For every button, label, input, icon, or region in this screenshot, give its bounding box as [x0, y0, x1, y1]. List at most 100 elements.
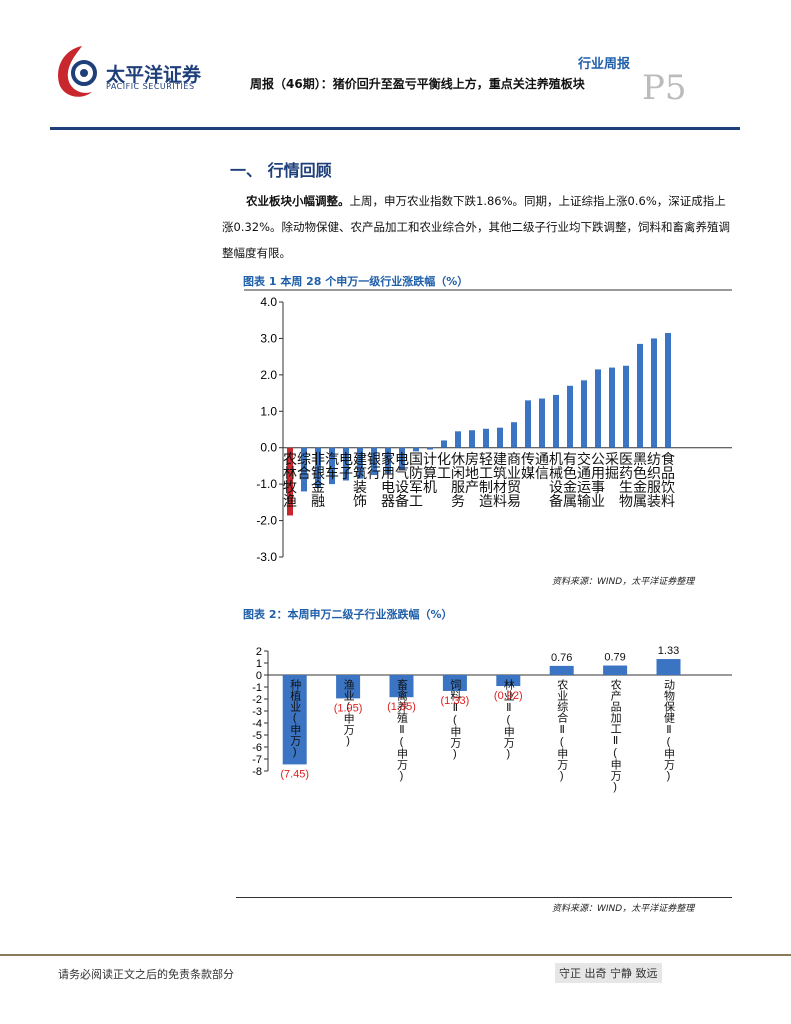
y-tick-label: 0: [256, 670, 262, 682]
bar: [455, 431, 461, 448]
brand-en: PACIFIC SECURITIES: [106, 82, 195, 91]
bar: [385, 447, 391, 474]
figure-caption: 图表 1 本周 28 个申万一级行业涨跌幅（%）: [243, 275, 469, 288]
y-tick-label: -1.0: [256, 477, 277, 491]
bar: [413, 447, 419, 452]
y-tick-label: -4: [252, 718, 262, 730]
bar: [553, 394, 559, 448]
logo: [58, 46, 97, 97]
bar: [567, 385, 573, 448]
x-tick-label: 畜禽养殖Ⅱ(申万): [396, 678, 409, 782]
x-tick-label: 医药生物: [618, 452, 634, 509]
bar: [441, 440, 447, 448]
y-tick-label: -7: [252, 754, 262, 766]
bar: [637, 343, 643, 448]
value-label: (7.45): [280, 768, 309, 780]
bar: [496, 675, 521, 687]
x-tick-label: 房地产: [464, 452, 480, 495]
page-number: P5: [642, 68, 687, 108]
y-tick-label: -2: [252, 694, 262, 706]
bar: [603, 665, 628, 675]
y-tick-label: 0.0: [260, 441, 277, 455]
source-rule: [236, 897, 732, 898]
x-tick-label: 通信: [534, 452, 550, 480]
footer-rule: [0, 954, 791, 956]
x-tick-label: 有色金属: [562, 452, 578, 508]
y-tick-label: 3.0: [260, 331, 277, 345]
bar: [539, 398, 545, 448]
report-title: 周报（46期）：猪价回升至盈亏平衡线上方，重点关注养殖板块: [250, 77, 585, 91]
x-tick-label: 渔业(申万): [342, 679, 355, 747]
bar: [287, 447, 293, 516]
x-tick-label: 公用事业: [590, 452, 606, 508]
x-tick-label: 汽车: [324, 452, 340, 480]
x-tick-label: 林业Ⅱ(申万): [502, 678, 515, 760]
bar: [336, 675, 361, 699]
x-tick-label: 银行: [366, 452, 382, 481]
bar: [427, 447, 433, 450]
bar: [343, 447, 349, 481]
bar: [483, 428, 489, 448]
x-tick-label: 电子: [338, 452, 354, 480]
paragraph-text: 上周，申万农业指数下跌1.86%。同期，上证综指上涨0.6%，深证成指上涨0.3…: [222, 194, 731, 260]
bar: [549, 665, 574, 675]
chart: 4.03.02.01.00.0-1.0-2.0-3.0农林牧渔综合非银金融汽车电…: [244, 289, 732, 564]
x-tick-label: 计算机: [422, 452, 438, 495]
x-tick-label: 非银金融: [310, 452, 326, 508]
bar: [329, 447, 335, 485]
bar: [497, 427, 503, 448]
x-tick-label: 种植业(申万): [289, 678, 302, 758]
x-tick-label: 化工: [436, 452, 452, 480]
value-label: 1.33: [658, 645, 679, 657]
y-tick-label: -3: [252, 706, 262, 718]
x-tick-label: 综合: [296, 452, 312, 480]
paragraph: 农业板块小幅调整。上周，申万农业指数下跌1.86%。同期，上证综指上涨0.6%，…: [222, 188, 734, 266]
bar: [651, 338, 657, 448]
x-tick-label: 纺织服装: [646, 452, 662, 508]
x-tick-label: 电气设备: [394, 452, 410, 508]
x-tick-label: 轻工制造: [478, 452, 494, 509]
bar: [315, 447, 321, 488]
bar: [301, 447, 307, 492]
y-tick-label: -3.0: [256, 550, 277, 564]
y-tick-label: 1: [256, 658, 262, 670]
x-tick-label: 黑色金属: [632, 452, 648, 508]
bar: [371, 447, 377, 476]
paragraph-lead: 农业板块小幅调整。: [246, 194, 350, 208]
figure-caption: 图表 2：本周申万二级子行业涨跌幅（%）: [243, 608, 453, 621]
bar: [511, 422, 517, 448]
y-tick-label: 2: [256, 646, 262, 658]
x-tick-label: 机械设备: [548, 452, 564, 508]
value-label: (1.95): [334, 702, 363, 714]
x-tick-label: 商业贸易: [506, 452, 522, 508]
value-label: 0.76: [551, 652, 572, 664]
x-tick-label: 交通运输: [576, 451, 592, 508]
bar: [442, 675, 467, 691]
x-tick-label: 休闲服务: [450, 452, 466, 508]
x-tick-label: 家用电器: [380, 451, 396, 508]
x-tick-label: 农业综合Ⅱ(申万): [556, 678, 569, 782]
disclaimer: 请务必阅读正文之后的免责条款部分: [58, 968, 234, 981]
x-tick-label: 国防军工: [408, 452, 424, 508]
bar: [665, 332, 671, 448]
chart: 210-1-2-3-4-5-6-7-8种植业(申万)(7.45)渔业(申万)(1…: [252, 645, 732, 793]
value-label: (1.85): [387, 701, 416, 713]
y-tick-label: 1.0: [260, 404, 277, 418]
header-rule: [50, 127, 740, 130]
x-tick-label: 动物保健Ⅱ(申万): [663, 679, 676, 782]
report-type: 行业周报: [578, 57, 631, 72]
bar: [656, 659, 681, 675]
x-tick-label: 饲料Ⅱ(申万): [449, 679, 462, 760]
x-tick-label: 建筑材料: [492, 452, 508, 508]
bar: [389, 675, 414, 698]
bar: [399, 447, 405, 470]
value-label: 0.79: [604, 652, 625, 664]
y-tick-label: -1: [252, 682, 262, 694]
bar: [282, 675, 307, 765]
value-label: (1.33): [441, 695, 470, 707]
x-tick-label: 食品饮料: [660, 451, 676, 508]
bar: [623, 365, 629, 448]
section-title: 一、 行情回顾: [230, 161, 332, 180]
bar: [357, 447, 363, 479]
